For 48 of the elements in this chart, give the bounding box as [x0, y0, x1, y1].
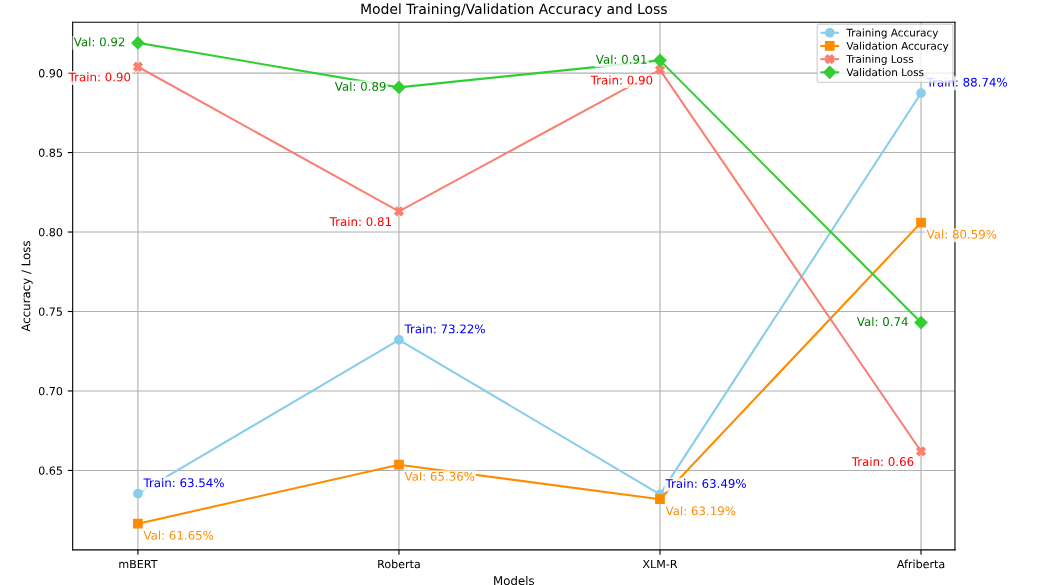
point [914, 316, 928, 330]
point [394, 459, 404, 470]
data-label: Train: 73.22% [404, 324, 485, 334]
data-label: Val: 0.92 [73, 37, 125, 47]
y-tick-label: 0.65 [38, 466, 62, 475]
data-label: Train: 63.49% [665, 478, 746, 488]
point [394, 206, 404, 217]
data-label: Val: 0.74 [856, 316, 908, 327]
x-tick-label: Afriberta [896, 559, 945, 569]
x-tick-label: mBERT [119, 559, 158, 569]
legend-label: Validation Loss [846, 68, 924, 77]
point [133, 488, 143, 499]
point [916, 446, 926, 457]
point [131, 36, 145, 50]
chart-title: Model Training/Validation Accuracy and Loss [361, 3, 667, 17]
y-tick-label: 0.80 [38, 228, 63, 237]
y-tick-label: 0.90 [38, 69, 63, 78]
point [394, 334, 404, 345]
data-label: Train: 0.90 [68, 72, 131, 82]
point [916, 88, 926, 98]
legend-label: Training Loss [846, 54, 914, 65]
y-tick-label: 0.85 [38, 148, 62, 157]
y-axis-title: Accuracy / Loss [21, 241, 33, 332]
x-tick-label: Roberta [378, 559, 420, 569]
point [133, 61, 143, 72]
y-tick-label: 0.75 [38, 307, 62, 316]
y-tick-label: 0.70 [38, 386, 63, 396]
point [133, 518, 143, 529]
data-label: Train: 0.66 [851, 456, 914, 467]
data-label: Train: 0.81 [329, 216, 391, 227]
data-label: Train: 88.74% [926, 77, 1007, 87]
data-label: Val: 63.19% [665, 506, 736, 516]
point [392, 80, 406, 94]
data-label: Train: 0.90 [590, 75, 653, 85]
data-label: Train: 63.54% [143, 478, 224, 488]
point [655, 65, 665, 75]
legend-label: Validation Accuracy [846, 41, 949, 52]
x-axis-title: Models [494, 575, 535, 585]
point [653, 53, 667, 67]
point [916, 217, 926, 228]
x-tick-label: XLM-R [642, 559, 678, 569]
data-label: Val: 0.89 [334, 81, 386, 91]
data-label: Val: 61.65% [143, 530, 214, 540]
data-label: Val: 0.91 [595, 54, 647, 64]
legend-label: Training Accuracy [846, 28, 939, 39]
point [655, 494, 665, 505]
data-label: Val: 65.36% [404, 471, 475, 481]
data-label: Val: 80.59% [926, 229, 997, 239]
